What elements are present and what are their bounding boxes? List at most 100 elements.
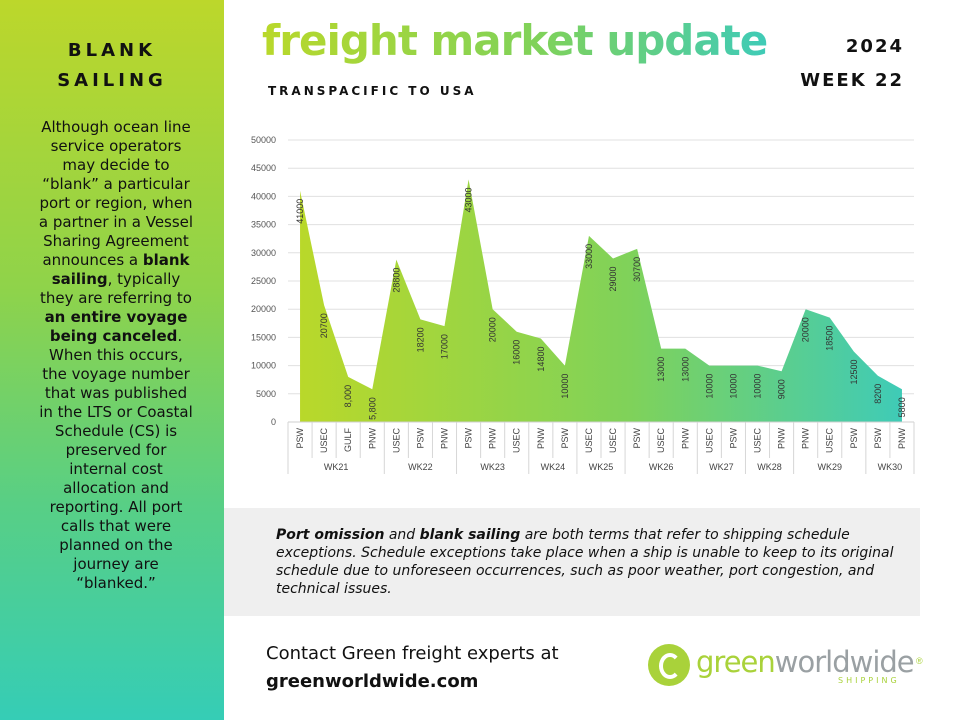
data-value-label: 18200 bbox=[415, 327, 425, 352]
x-tick-label: USEC bbox=[319, 428, 329, 454]
logo-word-worldwide: worldwide bbox=[774, 645, 915, 679]
emphasis-text: blank sailing bbox=[51, 251, 190, 288]
x-tick-label: USEC bbox=[512, 428, 522, 454]
data-value-label: 20000 bbox=[488, 317, 498, 342]
chart-svg: 0 5000 10000 15000 20000 25000 30000 35000 40000… bbox=[251, 135, 915, 474]
data-value-label: 20700 bbox=[319, 313, 329, 338]
definition-note-box: Port omission and blank sailing are both… bbox=[224, 508, 920, 616]
sidebar-body-text: Although ocean line service operators ma… bbox=[36, 118, 196, 593]
logo-mark-icon bbox=[648, 644, 690, 686]
definition-note-text: Port omission and blank sailing are both… bbox=[276, 526, 896, 598]
sidebar-title: BLANK SAILING bbox=[0, 36, 224, 96]
data-value-label: 5,800 bbox=[367, 397, 377, 420]
x-group-label: WK29 bbox=[817, 462, 842, 472]
x-group-label: WK24 bbox=[541, 462, 566, 472]
data-value-label: 12500 bbox=[849, 360, 859, 385]
x-tick-label: PSW bbox=[464, 428, 474, 449]
data-value-label: 10000 bbox=[753, 374, 763, 399]
x-tick-label: PNW bbox=[488, 427, 498, 449]
data-point bbox=[468, 179, 470, 181]
data-point bbox=[540, 338, 542, 340]
y-tick-label: 0 bbox=[271, 417, 276, 427]
x-tick-label: USEC bbox=[704, 428, 714, 454]
data-value-label: 8200 bbox=[873, 384, 883, 404]
body-text: are both terms that refer to shipping sc… bbox=[276, 527, 894, 597]
body-text: , typically they are referring to bbox=[40, 270, 192, 307]
data-point bbox=[757, 365, 759, 367]
data-point bbox=[684, 348, 686, 350]
data-value-label: 10000 bbox=[560, 374, 570, 399]
data-value-label: 10000 bbox=[704, 374, 714, 399]
data-point bbox=[877, 375, 879, 377]
year-label: 2024 bbox=[845, 36, 904, 57]
data-point bbox=[396, 259, 398, 261]
x-tick-label: USEC bbox=[584, 428, 594, 454]
emphasis-text: Port omission bbox=[276, 527, 385, 543]
data-value-label: 9000 bbox=[777, 379, 787, 399]
data-point bbox=[901, 388, 903, 390]
y-tick-label: 45000 bbox=[251, 163, 276, 173]
data-value-label: 18500 bbox=[825, 326, 835, 351]
logo-word-green: green bbox=[696, 645, 776, 679]
data-point bbox=[516, 331, 518, 333]
x-group-label: WK21 bbox=[324, 462, 349, 472]
week-label: WEEK 22 bbox=[800, 70, 904, 91]
data-point bbox=[660, 348, 662, 350]
area-series bbox=[300, 179, 902, 422]
x-tick-label: USEC bbox=[656, 428, 666, 454]
data-point bbox=[564, 365, 566, 367]
x-tick-label: PSW bbox=[632, 428, 642, 449]
sidebar-title-line2: SAILING bbox=[57, 70, 167, 91]
x-tick-label: USEC bbox=[608, 428, 618, 454]
x-tick-label: PSW bbox=[295, 428, 305, 449]
page-title: freight market update bbox=[262, 16, 768, 65]
data-value-label: 8,000 bbox=[343, 385, 353, 408]
x-group-label: WK22 bbox=[408, 462, 433, 472]
y-tick-label: 40000 bbox=[251, 191, 276, 201]
y-tick-label: 20000 bbox=[251, 304, 276, 314]
data-value-label: 10000 bbox=[728, 374, 738, 399]
data-point bbox=[829, 317, 831, 319]
data-value-label: 16000 bbox=[512, 340, 522, 365]
x-tick-label: USEC bbox=[753, 428, 763, 454]
x-tick-label: PNW bbox=[536, 427, 546, 449]
data-point bbox=[781, 370, 783, 372]
data-point bbox=[709, 365, 711, 367]
data-point bbox=[805, 308, 807, 310]
data-value-label: 43000 bbox=[464, 187, 474, 212]
x-tick-label: PSW bbox=[849, 428, 859, 449]
x-tick-label: PSW bbox=[873, 428, 883, 449]
data-value-label: 28800 bbox=[391, 268, 401, 293]
x-group-label: WK30 bbox=[878, 462, 903, 472]
sidebar: BLANK SAILING Although ocean line servic… bbox=[0, 0, 224, 720]
data-point bbox=[420, 319, 422, 321]
data-point bbox=[347, 376, 349, 378]
data-value-label: 33000 bbox=[584, 244, 594, 269]
x-tick-label: PSW bbox=[415, 428, 425, 449]
logo-tagline: SHIPPING bbox=[838, 676, 900, 685]
x-tick-label: PNW bbox=[367, 427, 377, 449]
freight-area-chart: 0 5000 10000 15000 20000 25000 30000 35000 40000… bbox=[232, 128, 932, 488]
y-tick-label: 15000 bbox=[251, 332, 276, 342]
data-point bbox=[323, 304, 325, 306]
contact-block: Contact Green freight experts at greenwo… bbox=[266, 640, 559, 696]
y-tick-label: 50000 bbox=[251, 135, 276, 145]
sidebar-title-line1: BLANK bbox=[67, 40, 157, 61]
logo-wordmark: greenworldwide bbox=[696, 645, 915, 679]
data-point bbox=[371, 388, 373, 390]
x-tick-label: PNW bbox=[777, 427, 787, 449]
data-value-label: 13000 bbox=[680, 357, 690, 382]
x-tick-label: GULF bbox=[343, 428, 353, 453]
x-tick-label: PNW bbox=[897, 427, 907, 449]
data-point bbox=[588, 235, 590, 237]
data-value-label: 20000 bbox=[801, 317, 811, 342]
emphasis-text: an entire voyage being canceled bbox=[44, 308, 188, 345]
x-tick-label: USEC bbox=[391, 428, 401, 454]
data-point bbox=[853, 351, 855, 353]
x-group-label: WK25 bbox=[589, 462, 614, 472]
data-value-label: 29000 bbox=[608, 266, 618, 291]
contact-url-link[interactable]: greenworldwide.com bbox=[266, 671, 479, 692]
body-text: and bbox=[384, 527, 420, 543]
logo-registered-mark: ® bbox=[916, 656, 923, 666]
x-group-label: WK27 bbox=[709, 462, 734, 472]
